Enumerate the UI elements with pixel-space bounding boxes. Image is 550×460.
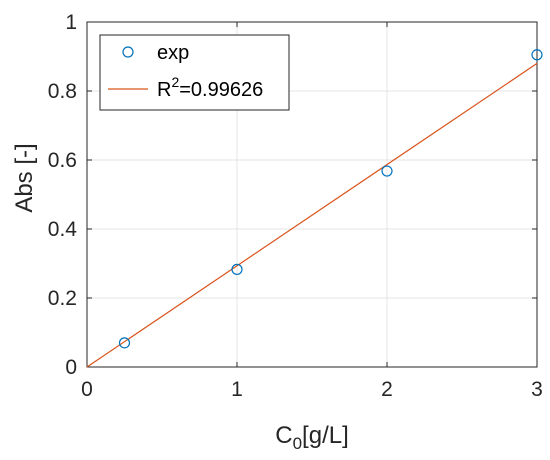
x-tick-label: 2	[381, 378, 393, 401]
axes	[86, 21, 538, 368]
y-tick-label: 0	[65, 356, 77, 379]
x-tick-label: 0	[81, 378, 93, 401]
x-tick-label: 3	[531, 378, 543, 401]
data-point-exp	[118, 337, 131, 349]
y-axis-label: Abs [-]	[11, 143, 38, 212]
legend-marker-exp	[122, 46, 134, 58]
x-axis-label: C0[g/L]	[275, 422, 349, 453]
legend-label-exp: exp	[157, 42, 189, 64]
y-tick-label: 0.8	[48, 80, 77, 103]
legend-label-fit: R2=0.99626	[157, 74, 263, 101]
legend-box	[99, 34, 290, 111]
fit-line	[86, 62, 538, 368]
series-layer	[86, 49, 543, 368]
x-tick-label: 1	[231, 378, 243, 401]
data-point-exp	[531, 49, 543, 61]
tick-labels: 0 1 2 3 0 0.2 0.4 0.6 0.8 1	[48, 11, 543, 401]
axes-box	[86, 21, 538, 368]
legend: exp R2=0.99626	[99, 34, 290, 111]
y-tick-label: 0.2	[48, 287, 77, 310]
data-point-exp	[381, 165, 393, 177]
y-tick-label: 0.4	[48, 218, 78, 241]
tick-marks	[86, 21, 538, 368]
y-tick-label: 1	[65, 11, 77, 34]
data-point-exp	[231, 263, 243, 275]
y-tick-label: 0.6	[48, 149, 77, 172]
